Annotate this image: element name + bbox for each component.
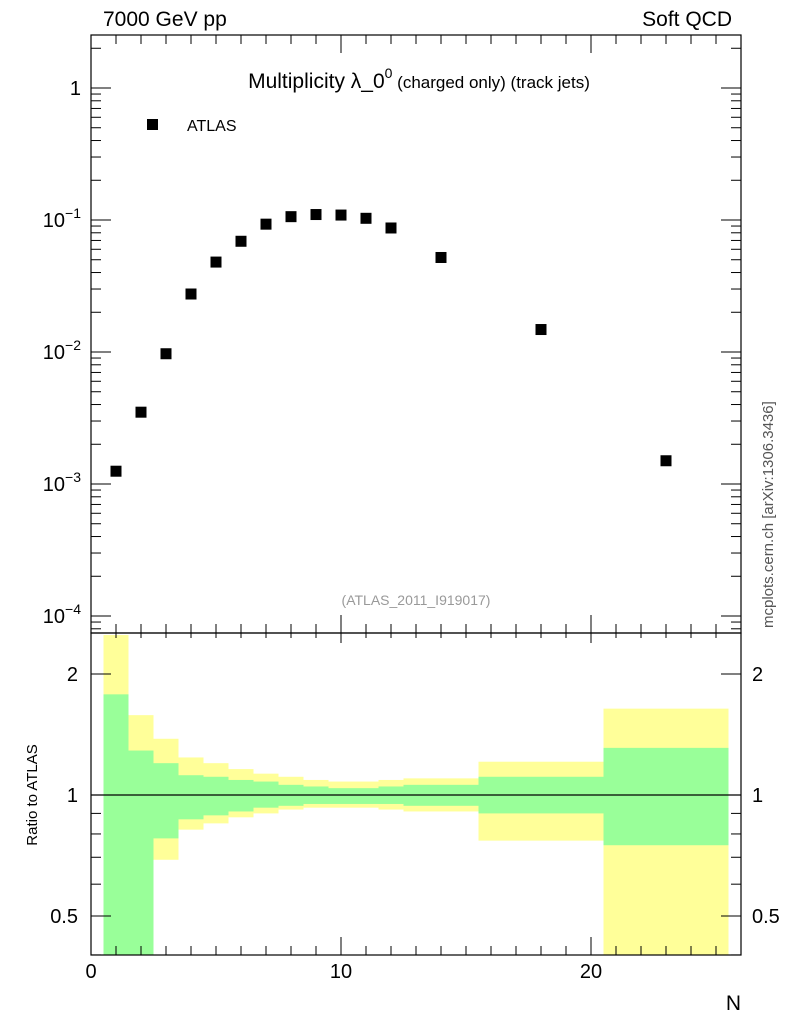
data-point-6 <box>260 218 272 230</box>
ratio-inner-band-14 <box>603 747 729 846</box>
main-y-tick-label-4: 10−4 <box>43 601 81 628</box>
x-tick-label-0: 0 <box>85 961 96 983</box>
data-point-11 <box>385 222 397 234</box>
data-point-8 <box>310 209 322 221</box>
main-y-tick-label-1: 10−1 <box>43 205 81 232</box>
ratio-y-axis-title: Ratio to ATLAS <box>24 744 41 845</box>
analysis-id-label: (ATLAS_2011_I919017) <box>342 592 491 608</box>
header-energy-label: 7000 GeV pp <box>103 8 227 31</box>
data-point-4 <box>210 256 222 268</box>
x-axis-ticks <box>90 35 742 955</box>
legend-label-atlas: ATLAS <box>187 118 237 135</box>
main-y-tick-label-0: 1 <box>70 78 81 100</box>
data-point-2 <box>160 348 172 360</box>
data-point-5 <box>235 235 247 247</box>
data-point-0 <box>110 465 122 477</box>
main-y-tick-label-2: 10−2 <box>43 337 81 364</box>
x-tick-label-1: 10 <box>330 961 352 983</box>
ratio-inner-band-5 <box>228 779 254 812</box>
header-category-label: Soft QCD <box>642 8 732 31</box>
atlas-data-points <box>110 209 672 477</box>
legend-marker-atlas <box>147 119 158 130</box>
data-point-13 <box>535 324 547 336</box>
ratio-inner-band-2 <box>153 763 179 839</box>
ratio-inner-band-10 <box>353 788 379 804</box>
ratio-inner-band-4 <box>203 776 229 816</box>
ratio-inner-band-1 <box>128 750 154 955</box>
data-point-12 <box>435 251 447 263</box>
data-point-9 <box>335 209 347 221</box>
data-point-14 <box>660 455 672 467</box>
data-point-3 <box>185 288 197 300</box>
ratio-bands <box>103 635 729 955</box>
main-chart-title: Multiplicity λ_00 (charged only) (track … <box>248 65 590 93</box>
x-axis-title: N <box>726 992 741 1015</box>
ratio-y-tick-label-left-0: 0.5 <box>50 906 78 928</box>
ratio-y-tick-label-right-0: 0.5 <box>752 906 780 928</box>
ratio-inner-band-0 <box>103 694 129 955</box>
ratio-y-tick-label-right-2: 2 <box>752 664 763 686</box>
ratio-y-tick-label-left-2: 2 <box>67 664 78 686</box>
ratio-y-ticks <box>91 673 741 956</box>
x-tick-label-2: 20 <box>580 961 602 983</box>
main-y-tick-label-3: 10−3 <box>43 469 81 496</box>
data-point-10 <box>360 212 372 224</box>
ratio-inner-band-3 <box>178 775 204 820</box>
ratio-inner-band-9 <box>328 788 354 804</box>
ratio-y-tick-label-left-1: 1 <box>67 785 78 807</box>
data-point-1 <box>135 406 147 418</box>
data-point-7 <box>285 211 297 223</box>
main-y-ticks <box>91 47 741 630</box>
ratio-y-tick-label-right-1: 1 <box>752 785 763 807</box>
